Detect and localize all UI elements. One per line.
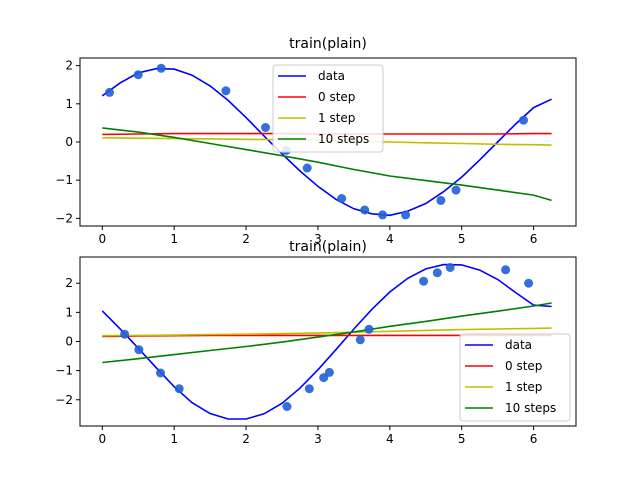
sample-point: [105, 88, 114, 97]
sample-point: [360, 206, 369, 215]
sample-point: [401, 210, 410, 219]
sample-point: [524, 279, 533, 288]
y-tick-label: 1: [65, 305, 73, 319]
sample-point: [519, 116, 528, 125]
sample-point: [305, 384, 314, 393]
x-tick-label: 3: [314, 432, 322, 446]
x-tick-label: 2: [242, 432, 250, 446]
legend-label: 0 step: [318, 90, 355, 104]
sample-point: [356, 335, 365, 344]
sample-point: [325, 368, 334, 377]
sample-point: [157, 64, 166, 73]
y-tick-label: 0: [65, 135, 73, 149]
x-tick-label: 5: [458, 432, 466, 446]
sample-point: [156, 369, 165, 378]
sample-point: [452, 186, 461, 195]
x-tick-label: 6: [530, 232, 538, 246]
sample-point: [134, 345, 143, 354]
legend-label: data: [318, 69, 345, 83]
legend-label: 0 step: [505, 359, 542, 373]
legend-label: 10 steps: [505, 401, 556, 415]
legend-label: 1 step: [318, 111, 355, 125]
y-tick-label: 0: [65, 335, 73, 349]
y-tick-label: −1: [55, 364, 73, 378]
x-tick-label: 5: [458, 232, 466, 246]
y-tick-label: −1: [55, 173, 73, 187]
x-tick-label: 4: [386, 232, 394, 246]
y-tick-label: −2: [55, 393, 73, 407]
sample-point: [221, 86, 230, 95]
sample-point: [261, 123, 270, 132]
sample-point: [365, 325, 374, 334]
bottom-subplot: train(plain) 0 1 2 3 4 5 6 −2 −1 0 1 2 data 0 step 1 …: [55, 239, 576, 446]
bottom-chart-title: train(plain): [289, 239, 367, 255]
sample-point: [283, 402, 292, 411]
sample-point: [337, 194, 346, 203]
sample-point: [303, 164, 312, 173]
x-tick-label: 2: [242, 232, 250, 246]
x-tick-label: 1: [170, 232, 178, 246]
x-tick-label: 0: [98, 432, 106, 446]
legend-label: data: [505, 338, 532, 352]
bottom-legend: data 0 step 1 step 10 steps: [460, 334, 570, 421]
legend-label: 1 step: [505, 380, 542, 394]
sample-point: [419, 277, 428, 286]
sample-point: [120, 330, 129, 339]
sample-point: [501, 265, 510, 274]
sample-point: [378, 210, 387, 219]
y-tick-label: 2: [65, 276, 73, 290]
top-chart-title: train(plain): [289, 36, 367, 52]
y-tick-label: 1: [65, 97, 73, 111]
top-legend: data 0 step 1 step 10 steps: [273, 65, 383, 152]
x-tick-label: 0: [98, 232, 106, 246]
y-tick-label: −2: [55, 211, 73, 225]
sample-point: [433, 268, 442, 277]
x-tick-label: 6: [530, 432, 538, 446]
legend-label: 10 steps: [318, 132, 369, 146]
sample-point: [134, 70, 143, 79]
sample-point: [446, 263, 455, 272]
sample-point: [436, 196, 445, 205]
sample-point: [175, 384, 184, 393]
y-tick-label: 2: [65, 59, 73, 73]
x-tick-label: 4: [386, 432, 394, 446]
x-tick-label: 1: [170, 432, 178, 446]
